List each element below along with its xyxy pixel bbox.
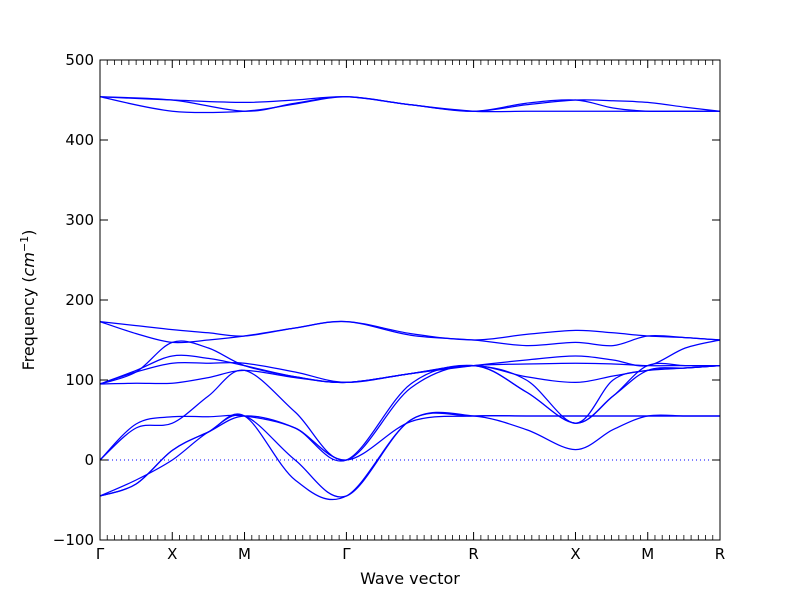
x-tick-label: X	[167, 545, 177, 563]
band-line-5	[99, 320, 721, 347]
y-tick-label: −100	[53, 531, 94, 549]
x-tick-label: M	[641, 545, 654, 563]
x-tick-label: M	[238, 545, 251, 563]
y-tick-label: 300	[65, 211, 94, 229]
band-line-14	[99, 412, 720, 501]
bands-layer	[99, 96, 721, 501]
y-tick-label: 200	[65, 291, 94, 309]
y-tick-label: 500	[65, 51, 94, 69]
band-line-9	[99, 340, 721, 424]
y-tick-label: 400	[65, 131, 94, 149]
x-tick-label: Γ	[96, 545, 105, 563]
x-tick-label: R	[715, 545, 725, 563]
band-line-6	[99, 339, 721, 385]
y-tick-label: 0	[84, 451, 94, 469]
y-axis-label-unit-exp: −1	[18, 236, 31, 252]
band-line-12	[99, 414, 720, 497]
y-axis-label-text: Frequency	[19, 288, 38, 371]
y-axis-label: Frequency (cm−1)	[18, 230, 38, 371]
x-tick-label: R	[468, 545, 478, 563]
y-ticks-layer: −100 0 100 200 300 400 500	[53, 51, 720, 549]
band-line-3	[99, 96, 721, 112]
x-tick-label: Γ	[342, 545, 351, 563]
band-line-4	[99, 320, 721, 341]
band-line-7	[99, 364, 721, 385]
x-tick-label: X	[570, 545, 580, 563]
y-tick-label: 100	[65, 371, 94, 389]
band-line-11	[99, 362, 720, 462]
band-line-10	[99, 364, 721, 461]
band-line-13	[99, 411, 720, 498]
x-axis-label: Wave vector	[360, 569, 460, 588]
y-axis-label-unit: cm	[19, 252, 38, 276]
plot-frame	[99, 59, 721, 541]
